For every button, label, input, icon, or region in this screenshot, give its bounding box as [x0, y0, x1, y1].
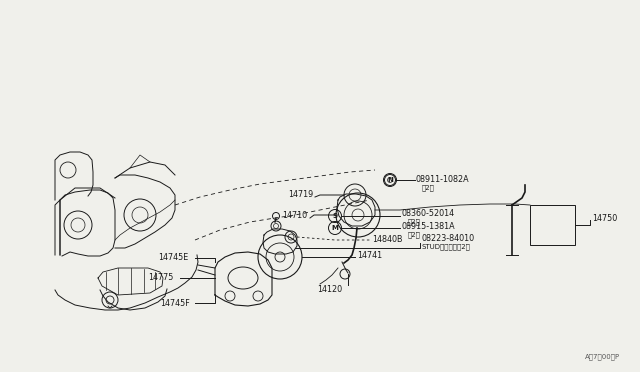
Text: 08223-84010: 08223-84010: [422, 234, 475, 243]
Text: 14745F: 14745F: [160, 298, 189, 308]
Text: （2）: （2）: [422, 185, 435, 191]
Text: STUDスタッド（2）: STUDスタッド（2）: [422, 244, 471, 250]
Text: （2）: （2）: [408, 219, 421, 225]
Text: 08360-52014: 08360-52014: [402, 208, 455, 218]
Text: 08911-1082A: 08911-1082A: [416, 174, 470, 183]
Text: N: N: [387, 177, 393, 183]
Text: 14745E: 14745E: [158, 253, 188, 263]
Text: （2）: （2）: [408, 232, 421, 238]
Text: 14741: 14741: [357, 251, 382, 260]
Bar: [530, 205, 575, 245]
Text: 08915-1381A: 08915-1381A: [402, 221, 456, 231]
Text: 14719: 14719: [288, 189, 313, 199]
Text: 14750: 14750: [592, 214, 617, 222]
Text: 14120: 14120: [317, 285, 342, 295]
Text: M: M: [332, 225, 339, 231]
Text: 14775: 14775: [148, 273, 173, 282]
Text: 14840B: 14840B: [372, 234, 403, 244]
Text: Aで7：00・P: Aで7：00・P: [585, 354, 620, 360]
Text: S: S: [333, 213, 337, 219]
Text: 14710: 14710: [282, 211, 307, 219]
